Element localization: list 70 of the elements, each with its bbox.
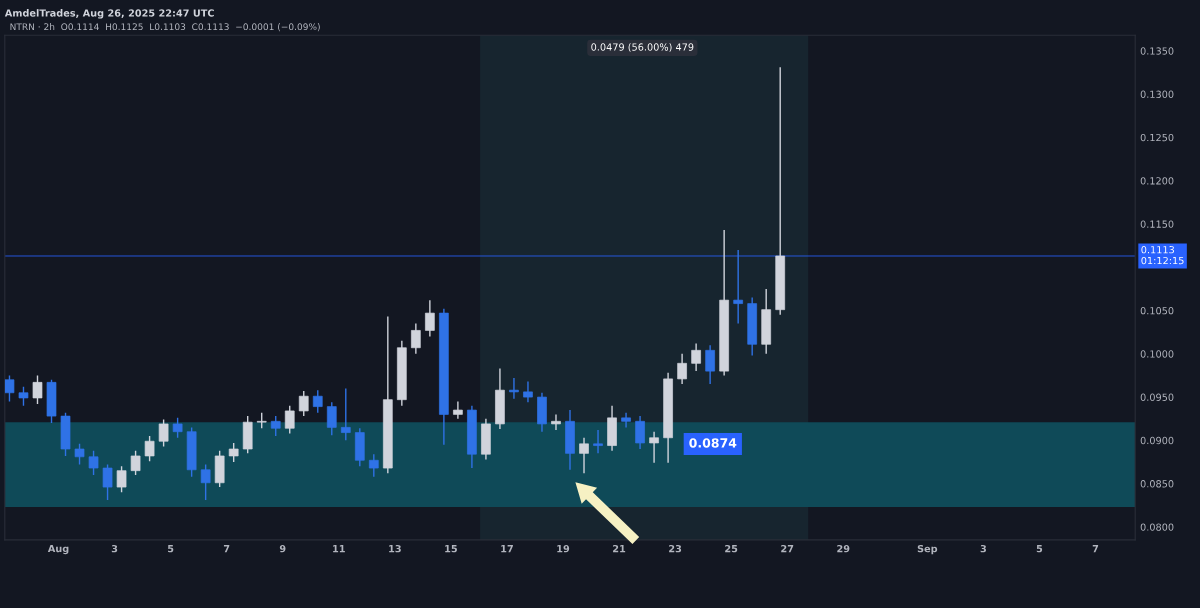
x-tick-label: Aug <box>47 544 69 555</box>
y-tick-label: 0.1200 <box>1140 177 1174 185</box>
candlestick <box>705 344 715 385</box>
x-tick-label: 23 <box>669 544 682 553</box>
y-tick-label: 0.1300 <box>1140 90 1174 98</box>
candlestick <box>116 465 127 493</box>
candlestick <box>284 405 295 435</box>
annotation: 0.0479 (56.00%) 479 <box>591 43 694 52</box>
y-tick-label: 0.1050 <box>1140 307 1174 315</box>
y-tick-label: 0.1250 <box>1140 133 1174 142</box>
candlestick <box>298 390 309 417</box>
x-tick-label: 19 <box>557 544 570 553</box>
x-tick-label: 3 <box>980 544 986 553</box>
candlestick <box>649 431 659 464</box>
x-tick-label: 9 <box>279 544 286 553</box>
candlestick <box>18 385 29 407</box>
x-tick-label: 7 <box>1092 545 1099 553</box>
y-tick-label: 0.1150 <box>1140 220 1174 228</box>
candlestick <box>677 353 687 385</box>
y-tick-label: 0.0950 <box>1140 393 1174 401</box>
candlestick <box>425 299 435 338</box>
candlestick <box>32 374 43 405</box>
y-tick-label: 0.0900 <box>1140 436 1174 445</box>
candlestick <box>130 450 141 476</box>
candlestick <box>102 463 113 501</box>
x-tick-label: 27 <box>781 544 794 553</box>
x-tick-label: 5 <box>1036 545 1043 553</box>
candlestick <box>228 442 239 463</box>
candlestick <box>579 437 589 474</box>
x-tick-label: 29 <box>837 544 850 553</box>
x-tick-label: 25 <box>725 544 738 553</box>
x-tick-label: Sep <box>917 544 938 555</box>
candlestick <box>621 411 631 429</box>
candlestick <box>691 342 701 372</box>
annotation: 0.0874 <box>689 438 737 448</box>
candlestick <box>312 389 323 414</box>
x-tick-label: 7 <box>223 545 230 553</box>
ref-line-label: 0.1113 01:12:15 <box>1141 246 1184 265</box>
candlestick <box>453 400 463 420</box>
candlestick <box>88 450 99 476</box>
x-tick-label: 5 <box>167 545 174 553</box>
candlestick <box>635 415 645 450</box>
candlestick <box>200 463 211 501</box>
x-tick-label: 17 <box>501 545 513 553</box>
candlestick <box>4 374 15 403</box>
candlestick <box>551 413 561 431</box>
candlestick <box>144 435 155 462</box>
candlestick <box>270 415 281 437</box>
candlestick <box>509 377 519 400</box>
candlestick <box>326 401 337 436</box>
candlestick <box>172 417 183 439</box>
y-tick-label: 0.1350 <box>1140 47 1174 55</box>
y-tick-label: 0.1000 <box>1140 350 1174 358</box>
candlestick <box>411 322 421 355</box>
y-tick-label: 0.0800 <box>1140 523 1174 531</box>
candlestick <box>733 249 743 325</box>
candlestick <box>593 429 603 455</box>
x-tick-label: 21 <box>613 544 626 553</box>
candlestick <box>523 380 533 403</box>
chart-subtitle: NTRN · 2h O0.1114 H0.1125 L0.1103 C0.1113 −0.0001 (−0.09%) <box>10 23 320 32</box>
candlestick <box>368 453 379 478</box>
candlestick <box>158 418 169 448</box>
x-tick-label: 3 <box>111 544 118 553</box>
candlestick <box>340 387 351 442</box>
x-tick-label: 11 <box>333 545 345 553</box>
y-tick-label: 0.0850 <box>1140 480 1174 488</box>
candlestick <box>74 443 85 466</box>
x-tick-label: 15 <box>445 545 457 553</box>
chart-title: AmdelTrades, Aug 26, 2025 22:47 UTC <box>4 9 214 19</box>
x-tick-label: 13 <box>389 544 401 553</box>
